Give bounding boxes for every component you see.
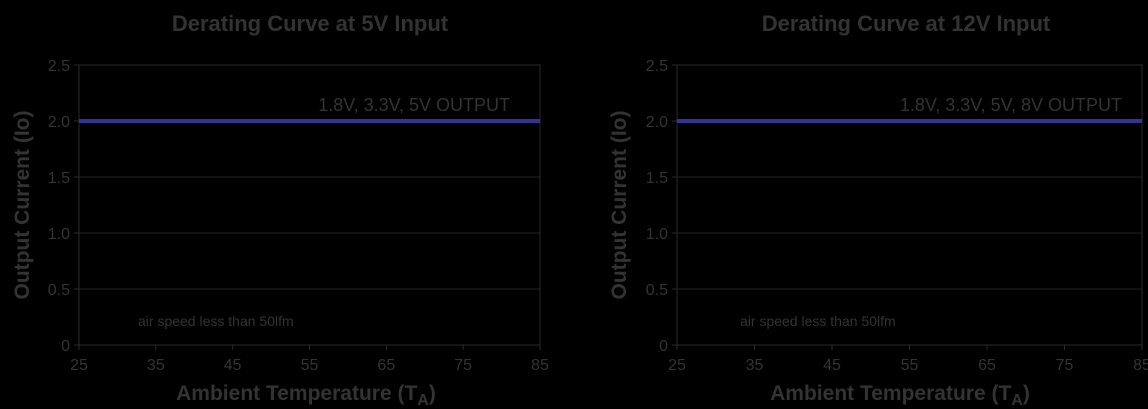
y-tick-label: 2.0	[48, 114, 70, 131]
x-tick-label: 55	[301, 357, 319, 374]
x-tick-labels: 25 35 45 55 65 75 85	[70, 357, 549, 374]
annotation-airspeed: air speed less than 50lfm	[138, 313, 294, 329]
plot-border	[676, 64, 1143, 346]
y-tick-labels: 0 0.5 1.0 1.5 2.0 2.5	[48, 58, 70, 355]
y-tick-label: 1.0	[48, 226, 70, 243]
x-tick-labels: 25 35 45 55 65 75 85	[668, 357, 1148, 374]
x-tick-label: 85	[531, 357, 549, 374]
plot-border	[78, 64, 541, 346]
x-tick-label: 25	[70, 357, 88, 374]
y-axis-label: Output Current (Io)	[11, 111, 34, 300]
y-tick-label: 1.5	[646, 170, 668, 187]
axes	[672, 64, 1143, 350]
x-tick-label: 75	[1056, 357, 1074, 374]
y-tick-label: 2.5	[646, 58, 668, 75]
series-label: 1.8V, 3.3V, 5V, 8V OUTPUT	[900, 95, 1122, 115]
y-tick-label: 1.5	[48, 170, 70, 187]
x-tick-label: 45	[823, 357, 841, 374]
x-tick-label: 45	[224, 357, 242, 374]
chart-title: Derating Curve at 12V Input	[762, 11, 1051, 36]
x-tick-label: 55	[901, 357, 919, 374]
y-axis-label: Output Current (Io)	[608, 111, 631, 300]
chart-12v-input: Derating Curve at 12V Input 0 0.5 1.0 1.5 2.…	[608, 11, 1148, 409]
y-tick-label: 2.5	[48, 58, 70, 75]
y-tick-label: 1.0	[646, 226, 668, 243]
x-tick-label: 35	[147, 357, 165, 374]
y-tick-label: 0.5	[48, 282, 70, 299]
x-tick-label: 75	[454, 357, 472, 374]
x-axis-label: Ambient Temperature (TA)	[176, 382, 436, 409]
y-tick-label: 0	[61, 338, 70, 355]
annotation-airspeed: air speed less than 50lfm	[740, 313, 896, 329]
axes	[74, 64, 541, 350]
x-tick-label: 65	[978, 357, 996, 374]
x-tick-label: 65	[377, 357, 395, 374]
y-tick-label: 0	[659, 338, 668, 355]
y-tick-label: 2.0	[646, 114, 668, 131]
chart-5v-input: Derating Curve at 5V Input 0 0.5 1.0 1.5 2.0…	[11, 11, 549, 409]
y-tick-labels: 0 0.5 1.0 1.5 2.0 2.5	[646, 58, 668, 355]
chart-title: Derating Curve at 5V Input	[172, 11, 449, 36]
y-tick-label: 0.5	[646, 282, 668, 299]
x-tick-label: 25	[668, 357, 686, 374]
series-label: 1.8V, 3.3V, 5V OUTPUT	[318, 95, 510, 115]
x-tick-label: 85	[1133, 357, 1148, 374]
x-tick-label: 35	[746, 357, 764, 374]
x-axis-label: Ambient Temperature (TA)	[770, 382, 1030, 409]
